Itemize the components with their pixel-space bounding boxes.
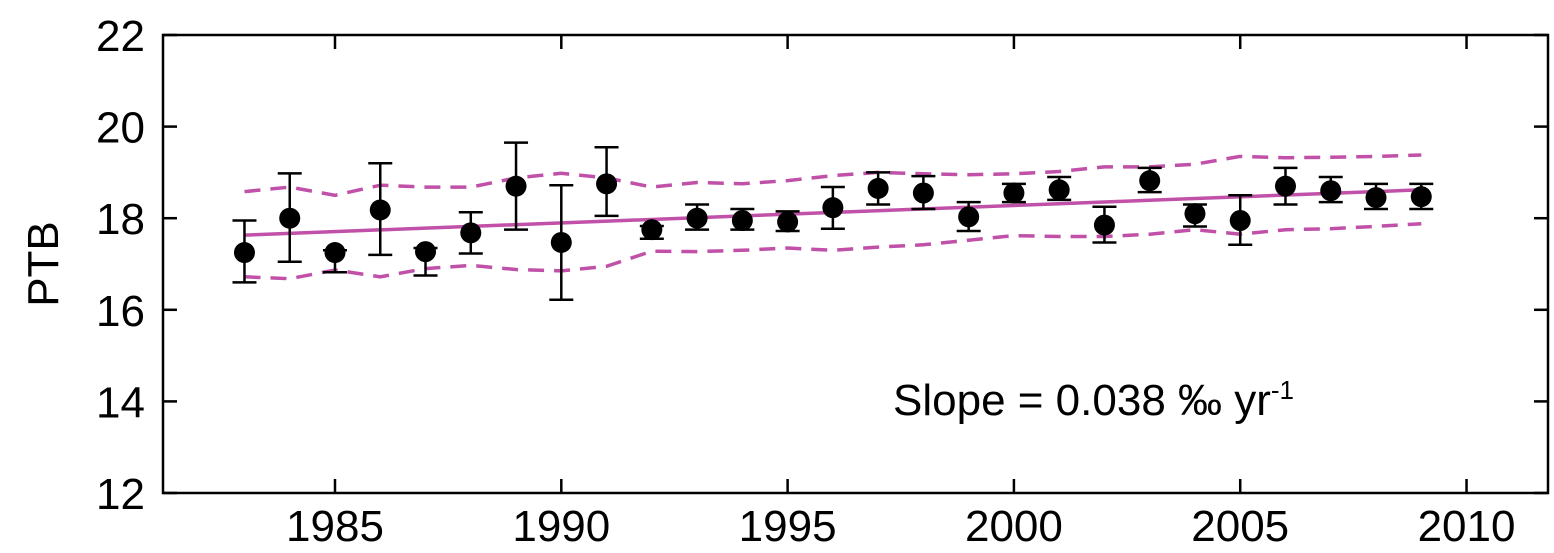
data-point [777, 211, 799, 233]
data-point [1365, 187, 1387, 209]
x-tick-label: 2010 [1418, 502, 1516, 551]
axis-labels: 1985 1990 1995 2000 2005 2010 12 14 16 18 20 22 [96, 12, 1515, 551]
y-tick-label: 18 [96, 195, 145, 244]
y-tick-label: 16 [96, 287, 145, 336]
data-point [1003, 182, 1025, 204]
data-point [1093, 214, 1115, 236]
data-point [912, 182, 934, 204]
data-point [369, 199, 391, 221]
data-point [1139, 170, 1161, 192]
x-tick-label: 2000 [965, 502, 1063, 551]
data-point [1410, 186, 1432, 208]
plot-frame [161, 33, 1550, 495]
data-point [550, 231, 572, 253]
data-point [279, 207, 301, 229]
y-tick-label: 20 [96, 104, 145, 153]
axis-ticks [163, 33, 1548, 495]
y-tick-label: 22 [96, 12, 145, 61]
data-point [1274, 175, 1296, 197]
y-tick-label: 12 [96, 470, 145, 519]
data-point [822, 197, 844, 219]
x-tick-label: 1985 [286, 502, 384, 551]
data-point [867, 177, 889, 199]
data-point [415, 241, 437, 263]
data-point [1229, 209, 1251, 231]
data-point [686, 207, 708, 229]
data-point [1048, 179, 1070, 201]
chart-marks [232, 141, 1434, 301]
data-point [641, 219, 663, 241]
y-tick-label: 14 [96, 378, 145, 427]
data-point [731, 209, 753, 231]
data-point [324, 242, 346, 264]
x-tick-label: 1995 [739, 502, 837, 551]
slope-annotation-text: Slope = 0.038 ‰ yr [893, 376, 1271, 425]
data-point [1184, 203, 1206, 225]
plot-border [161, 33, 1550, 495]
x-tick-label: 1990 [512, 502, 610, 551]
data-point [233, 242, 255, 264]
slope-annotation: Slope = 0.038 ‰ yr-1 [893, 375, 1294, 425]
y-axis-title: PTB [19, 221, 68, 307]
data-point [596, 173, 618, 195]
x-tick-label: 2005 [1191, 502, 1289, 551]
slope-annotation-superscript: -1 [1271, 375, 1294, 405]
data-point [460, 222, 482, 244]
data-point [958, 206, 980, 228]
data-point [1320, 180, 1342, 202]
data-point [505, 175, 527, 197]
